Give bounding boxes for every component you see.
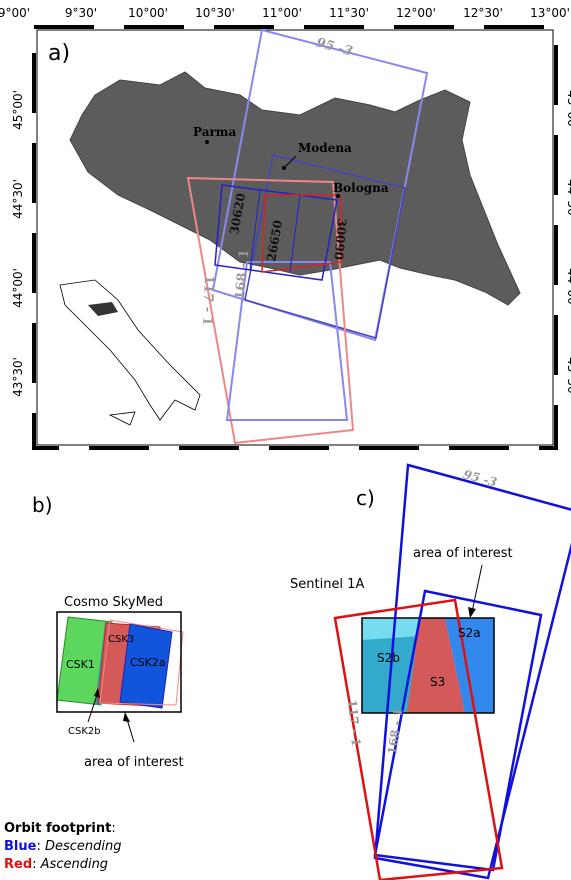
legend-text: Descending <box>45 839 122 854</box>
lat-label: 43°30' <box>565 357 571 397</box>
legend-sep: : <box>32 857 41 872</box>
city-label: Modena <box>298 141 352 155</box>
legend-line: Orbit footprint: <box>4 821 116 836</box>
lat-label: 44°00' <box>565 268 571 308</box>
lon-label: 12°00' <box>396 6 436 20</box>
lat-label: 45°00' <box>565 90 571 130</box>
footprint-label: CSK1 <box>66 658 95 671</box>
panel-label: b) <box>32 493 53 517</box>
arrowhead <box>468 607 476 618</box>
panel-label: c) <box>356 486 375 510</box>
panel-title: Sentinel 1A <box>290 577 364 592</box>
legend-line: Blue: Descending <box>4 839 121 854</box>
panel-c: c) Sentinel 1A area of interest S2b S3 S… <box>290 465 571 880</box>
lat-label: 44°00' <box>11 268 25 308</box>
note: area of interest <box>84 755 184 770</box>
lat-label: 44°30' <box>565 179 571 219</box>
legend-key: Red <box>4 857 32 872</box>
lon-label: 12°30' <box>463 6 503 20</box>
panel-label: a) <box>48 41 70 66</box>
legend: Orbit footprint: Blue: Descending Red: A… <box>4 821 121 872</box>
footprint-label: S2a <box>458 626 481 640</box>
legend-line: Red: Ascending <box>4 857 108 872</box>
legend-key: Blue <box>4 839 37 854</box>
lat-label: 43°30' <box>11 357 25 397</box>
panel-a: a) Parma Modena Bologna 95 -3 117 - 1 16… <box>0 6 571 448</box>
footprint-label: CSK2b <box>68 726 101 737</box>
panel-b: b) Cosmo SkyMed CSK1 CSK3 CSK2a CSK2b ar… <box>32 493 184 770</box>
legend-sep: : <box>111 821 115 836</box>
track-label: 95 -3 <box>462 467 499 489</box>
arrow <box>472 565 482 612</box>
lat-label: 45°00' <box>11 90 25 130</box>
arrowhead <box>123 712 130 722</box>
city-label: Parma <box>193 125 236 139</box>
lat-label: 44°30' <box>11 179 25 219</box>
lon-label: 10°30' <box>195 6 235 20</box>
note: area of interest <box>413 546 513 561</box>
footprint-label: CSK3 <box>108 634 134 645</box>
lon-label: 10°00' <box>128 6 168 20</box>
legend-sep: : <box>36 839 45 854</box>
track-label: 117 - 1 <box>199 275 216 326</box>
legend-text: Ascending <box>40 857 108 872</box>
lon-label: 9°00' <box>0 6 30 20</box>
legend-title: Orbit footprint <box>4 821 111 836</box>
city-dot <box>205 140 209 144</box>
footprint-label: S2b <box>377 651 400 665</box>
footprint-label: CSK2a <box>130 656 166 669</box>
lon-label: 11°30' <box>329 6 369 20</box>
figure: a) Parma Modena Bologna 95 -3 117 - 1 16… <box>0 0 571 880</box>
lon-label: 9°30' <box>65 6 97 20</box>
track-label: 117 - 1 <box>345 699 363 747</box>
lon-label: 13°00' <box>530 6 570 20</box>
panel-title: Cosmo SkyMed <box>64 595 163 610</box>
footprint-label: S3 <box>430 675 445 689</box>
lon-label: 11°00' <box>262 6 302 20</box>
city-label: Bologna <box>333 181 389 195</box>
